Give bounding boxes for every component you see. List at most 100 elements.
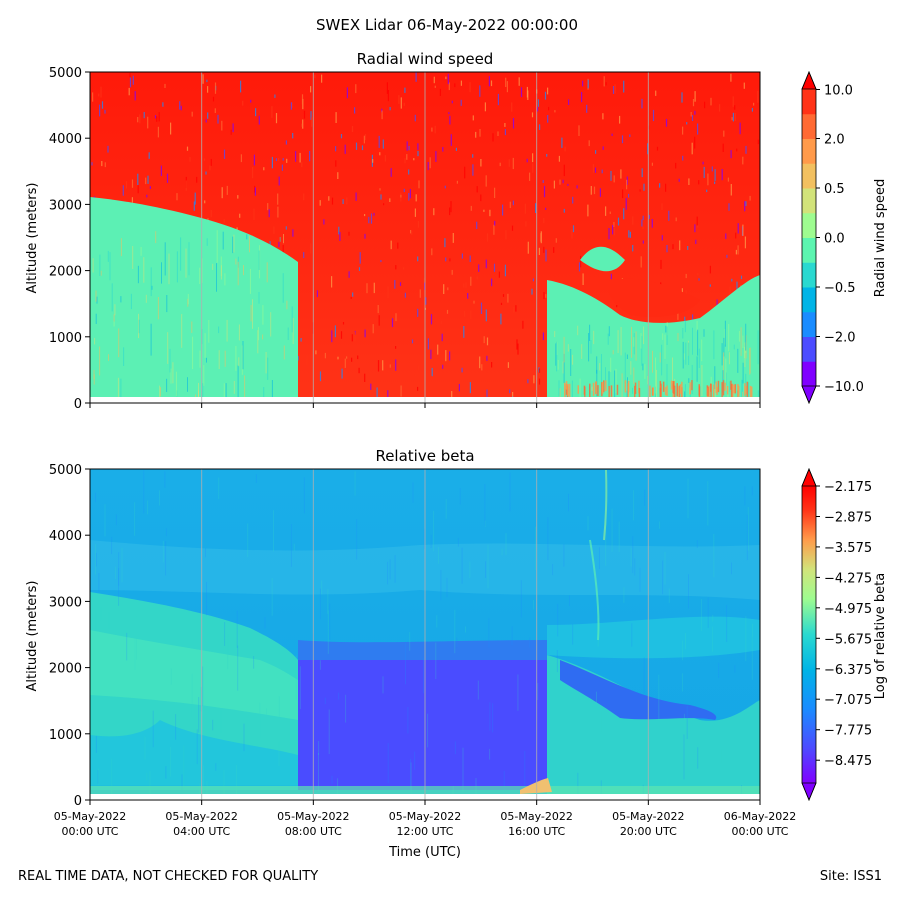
colorbar-max-extension [801, 467, 817, 487]
noise-streak [504, 123, 506, 127]
beta-streak [752, 623, 753, 637]
noise-streak [610, 170, 612, 181]
noise-streak [417, 221, 419, 228]
calm-streak [683, 353, 685, 360]
ground-streak [610, 385, 613, 397]
noise-streak [399, 282, 402, 286]
calm-streak [92, 258, 94, 273]
noise-streak [725, 233, 727, 239]
noise-streak [439, 88, 441, 96]
beta-streak [646, 769, 648, 786]
colorbar-tick-label: −7.075 [824, 693, 872, 708]
noise-streak [328, 196, 330, 201]
noise-streak [389, 198, 391, 202]
beta-streak [658, 674, 660, 721]
ground-streak [638, 387, 641, 401]
calm-streak [140, 247, 142, 256]
calm-streak [267, 357, 269, 380]
noise-streak [493, 224, 495, 235]
noise-streak [737, 223, 739, 234]
noise-streak [672, 244, 674, 250]
calm-streak [175, 371, 177, 397]
beta-streak [438, 547, 440, 564]
ground-streak [707, 386, 709, 397]
beta-streak [668, 588, 670, 603]
noise-streak [511, 102, 513, 112]
calm-streak [590, 340, 592, 354]
noise-streak [665, 183, 667, 192]
ground-streak [746, 381, 749, 398]
noise-streak [223, 219, 225, 223]
beta-streak [100, 606, 102, 621]
noise-streak [498, 271, 500, 278]
noise-streak [408, 193, 410, 201]
noise-streak [193, 201, 195, 211]
calm-streak [701, 365, 703, 396]
noise-streak [475, 131, 477, 138]
calm-streak [596, 356, 598, 374]
beta-streak [98, 768, 99, 785]
calm-streak [287, 327, 289, 340]
noise-streak [744, 236, 746, 249]
calm-streak [164, 242, 166, 276]
noise-streak [652, 109, 655, 122]
calm-streak [733, 344, 735, 350]
noise-streak [736, 281, 738, 291]
calm-streak [137, 265, 139, 284]
beta-streak [118, 568, 120, 606]
calm-streak [114, 304, 116, 316]
noise-streak [499, 162, 501, 167]
noise-streak [619, 115, 621, 124]
ground-streak [638, 380, 640, 394]
noise-streak [540, 231, 542, 244]
noise-streak [564, 146, 566, 152]
calm-streak [216, 263, 217, 292]
noise-streak [491, 362, 493, 368]
beta-streak [501, 548, 503, 556]
noise-streak [525, 221, 527, 227]
noise-streak [578, 262, 581, 272]
noise-streak [448, 112, 450, 115]
calm-streak [198, 382, 199, 403]
beta-streak [165, 541, 167, 576]
beta-streak [95, 544, 96, 575]
beta-streak [517, 674, 519, 711]
noise-streak [516, 339, 518, 350]
top-panel-title: Radial wind speed [357, 50, 494, 68]
noise-streak [346, 356, 348, 359]
ground-streak [601, 382, 603, 397]
calm-streak [192, 336, 194, 370]
beta-streak [524, 751, 526, 796]
noise-streak [395, 359, 397, 371]
calm-streak [630, 361, 632, 375]
noise-streak [711, 166, 713, 172]
noise-streak [278, 176, 280, 186]
noise-streak [623, 80, 625, 93]
top-region-left-calm [90, 197, 298, 397]
noise-streak [239, 213, 241, 218]
noise-streak [698, 180, 700, 185]
noise-streak [522, 320, 524, 329]
ground-streak [568, 383, 571, 400]
ground-streak [673, 381, 675, 395]
noise-streak [532, 163, 534, 173]
noise-streak [661, 203, 663, 210]
noise-streak [613, 222, 615, 228]
noise-streak [721, 169, 723, 181]
calm-streak [150, 267, 152, 297]
noise-streak [744, 201, 746, 212]
noise-streak [203, 158, 206, 161]
noise-streak [562, 179, 564, 184]
calm-streak [218, 326, 220, 334]
noise-streak [409, 189, 411, 199]
noise-streak [478, 264, 480, 272]
noise-streak [629, 134, 631, 137]
noise-streak [494, 220, 496, 226]
noise-streak [685, 290, 687, 297]
noise-streak [373, 282, 375, 294]
noise-streak [697, 273, 699, 276]
bottom-colorbar-label: Log of relative beta [873, 573, 888, 700]
ground-streak [584, 386, 586, 397]
noise-streak [690, 112, 692, 117]
beta-streak [95, 492, 96, 503]
